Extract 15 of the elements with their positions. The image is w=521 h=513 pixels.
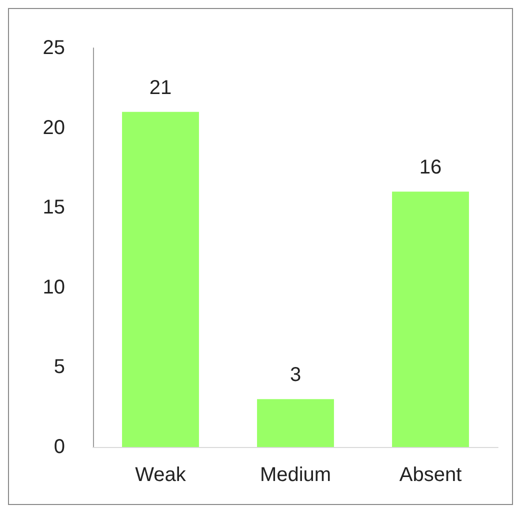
- data-label: 16: [419, 156, 442, 179]
- data-label: 3: [290, 364, 302, 386]
- y-tick-label: 20: [42, 116, 65, 139]
- x-tick-label: Weak: [135, 464, 187, 486]
- y-tick-label: 25: [42, 37, 65, 59]
- y-tick-label: 0: [54, 436, 65, 458]
- y-tick-label: 15: [42, 196, 65, 219]
- x-tick-label: Medium: [260, 464, 332, 486]
- x-tick-label: Absent: [399, 464, 462, 486]
- bar: [122, 112, 199, 447]
- y-tick-label: 10: [42, 276, 65, 298]
- y-tick-label: 5: [54, 356, 65, 378]
- bar: [392, 192, 469, 447]
- data-label: 21: [149, 76, 172, 99]
- bar: [257, 399, 334, 447]
